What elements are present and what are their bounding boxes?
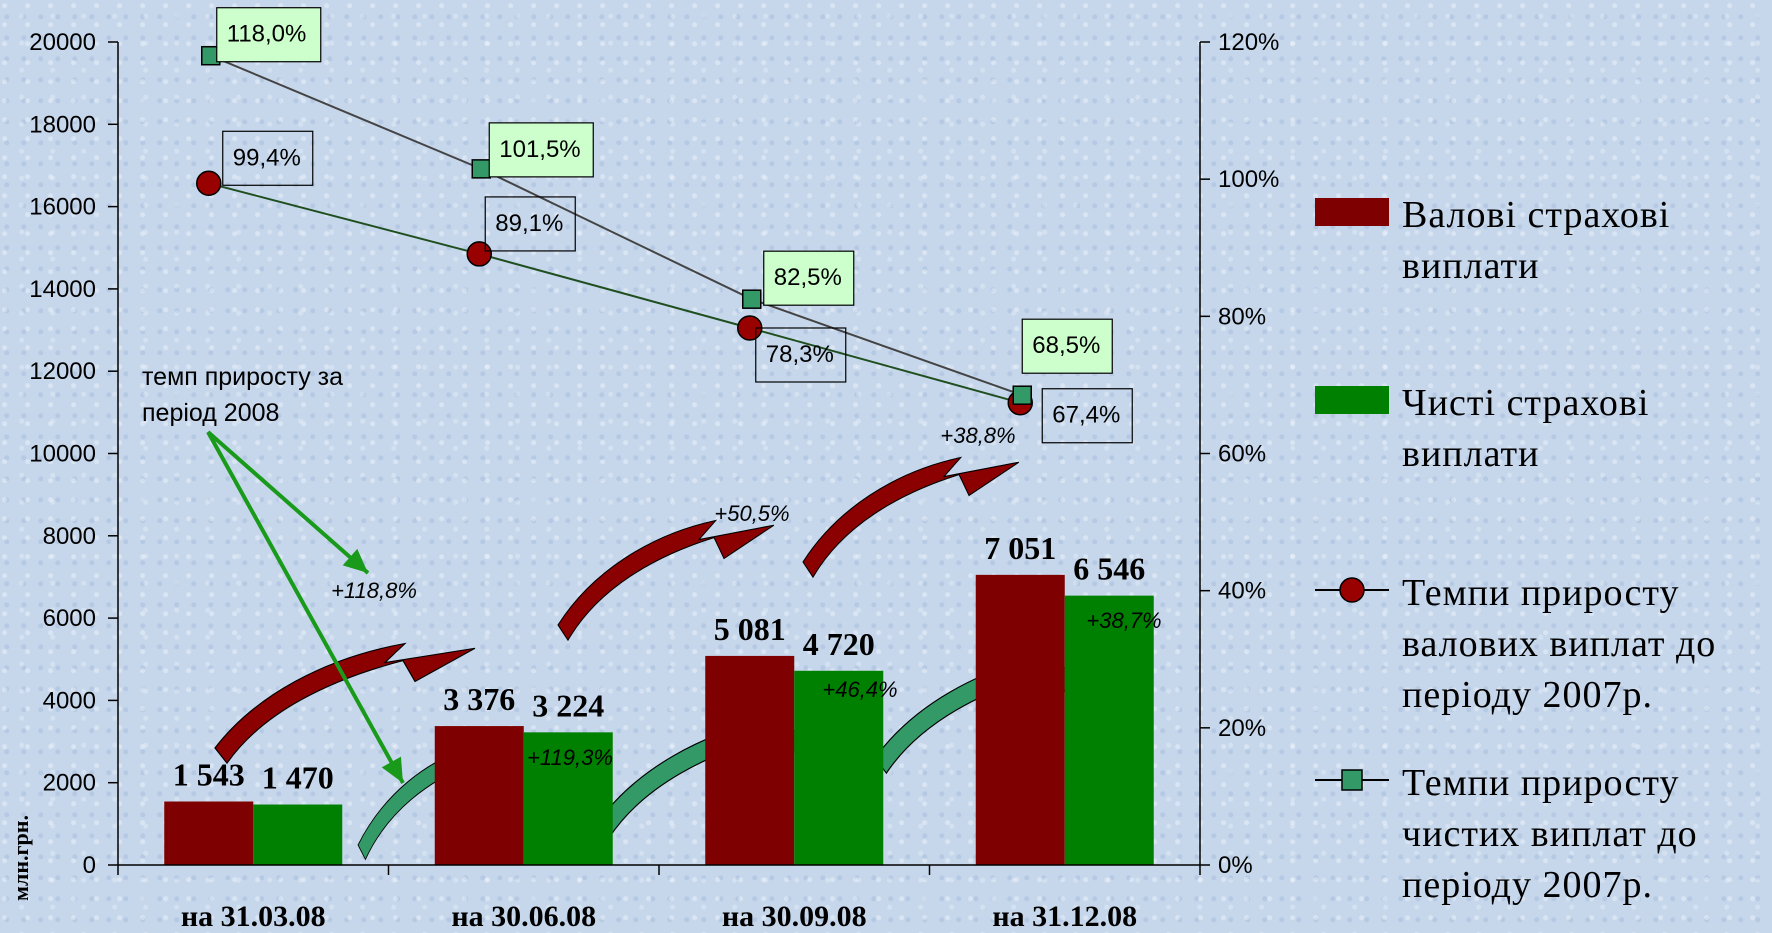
- gross-growth-arrow: [802, 456, 1020, 579]
- y-left-tick-label: 10000: [29, 441, 96, 468]
- y-left-tick-label: 0: [83, 852, 96, 879]
- annotation-arrow-line: [206, 430, 370, 575]
- y-left-tick-label: 20000: [29, 29, 96, 56]
- circle-marker-icon: [1315, 577, 1389, 603]
- bar-value-label: 6 546: [1073, 551, 1145, 587]
- gross-growth-point: [196, 170, 222, 197]
- y-left-tick-label: 2000: [43, 770, 96, 797]
- net-bar: [1064, 595, 1154, 865]
- y-left-tick-label: 16000: [29, 194, 96, 221]
- bar-value-label: 7 051: [984, 530, 1056, 566]
- annotation-arrow-line: [206, 431, 405, 784]
- net-growth-label: 82,5%: [774, 264, 842, 291]
- gross-growth-label-box: [755, 327, 847, 383]
- annotation-arrows: [206, 430, 405, 784]
- legend-label: Темпи приросту валових виплат до періоду…: [1402, 572, 1717, 716]
- bars: [164, 574, 1154, 865]
- net-growth-label: 68,5%: [1032, 332, 1100, 359]
- bar-value-label: 1 543: [173, 757, 245, 793]
- y-left-tick-label: 12000: [29, 358, 96, 385]
- net-bar: [523, 732, 613, 865]
- net-growth-label-box: [1021, 318, 1113, 374]
- net-growth-rate-label: +119,3%: [527, 745, 613, 770]
- bar-value-label: 1 470: [262, 760, 334, 796]
- x-tick-label: на 31.03.08: [181, 900, 326, 933]
- bar-value-label: 5 081: [714, 611, 786, 647]
- bar-value-label: 4 720: [803, 626, 875, 662]
- data-labels: 1 543 3 376 5 081 7 051 1 470 3 224 4 720 6 546…: [173, 7, 1162, 796]
- y-right-tick-label: 0%: [1218, 852, 1253, 879]
- y-right-tick-label: 60%: [1218, 441, 1266, 468]
- y-right-tick-label: 100%: [1218, 166, 1279, 193]
- gross-growth-rate-label: +50,5%: [714, 501, 789, 526]
- gross-growth-label: 99,4%: [233, 144, 301, 171]
- x-tick-label: на 30.09.08: [722, 900, 867, 933]
- annotation-arrow-head: [381, 756, 403, 783]
- legend-label: Темпи приросту чистих виплат до періоду …: [1402, 762, 1698, 906]
- net-growth-label-box: [216, 7, 322, 63]
- net-growth-label: 101,5%: [499, 136, 580, 163]
- gross-bar: [164, 801, 254, 865]
- gross-growth-label-box: [484, 196, 576, 252]
- y-left-tick-label: 8000: [43, 523, 96, 550]
- y-right-tick-label: 40%: [1218, 578, 1266, 605]
- net-growth-label-box: [488, 122, 594, 178]
- y-right-tick-label: 20%: [1218, 715, 1266, 742]
- net-bar: [253, 804, 343, 865]
- net-bar: [794, 670, 884, 865]
- x-tick-label: на 31.12.08: [992, 900, 1137, 933]
- legend-swatch-gross: [1315, 198, 1389, 226]
- gross-growth-label: 67,4%: [1052, 402, 1120, 429]
- annotation-arrow-head: [342, 548, 368, 573]
- axes: 0 2000 4000 6000 8000 10000 12000 14000 16000 180…: [29, 29, 1279, 933]
- gross-growth-arrow: [557, 519, 775, 642]
- gross-growth-arrow: [214, 642, 476, 765]
- net-growth-line: [210, 54, 1023, 397]
- net-growth-point: [1012, 385, 1032, 405]
- y-axis-left-label: млн.грн.: [8, 815, 33, 901]
- y-right-tick-label: 120%: [1218, 29, 1279, 56]
- x-tick-label: на 30.06.08: [451, 900, 596, 933]
- gross-growth-rate-label: +38,8%: [940, 423, 1015, 448]
- net-growth-rate-label: +38,7%: [1086, 608, 1161, 633]
- square-marker-icon: [1315, 769, 1389, 791]
- y-right-tick-label: 80%: [1218, 303, 1266, 330]
- gross-growth-label-box: [222, 130, 314, 186]
- annotation-text: темп приросту за період 2008: [142, 363, 343, 427]
- gross-growth-label: 89,1%: [495, 210, 563, 237]
- net-growth-rate-label: +46,4%: [822, 677, 897, 702]
- gross-growth-label-box: [1041, 388, 1133, 444]
- gross-growth-rate-label: +118,8%: [331, 578, 417, 603]
- y-left-tick-label: 14000: [29, 276, 96, 303]
- gross-growth-line: [208, 182, 1021, 404]
- net-growth-point: [471, 159, 491, 179]
- legend-label: Чисті страхові виплати: [1402, 382, 1650, 475]
- bar-value-label: 3 224: [532, 687, 604, 723]
- gross-bar: [975, 574, 1065, 865]
- net-growth-label: 118,0%: [227, 21, 307, 48]
- net-growth-point: [742, 289, 762, 309]
- bar-value-label: 3 376: [443, 681, 515, 717]
- net-growth-label-box: [763, 250, 855, 306]
- y-left-tick-label: 18000: [29, 111, 96, 138]
- gross-growth-label: 78,3%: [766, 341, 834, 368]
- gross-growth-point: [466, 241, 492, 267]
- y-left-tick-label: 4000: [43, 687, 96, 714]
- line-series: [196, 45, 1033, 416]
- gross-bar: [434, 726, 524, 865]
- legend-label: Валові страхові виплати: [1402, 194, 1671, 287]
- y-left-tick-label: 6000: [43, 605, 96, 632]
- gross-bar: [705, 655, 795, 865]
- legend-swatch-net: [1315, 386, 1389, 414]
